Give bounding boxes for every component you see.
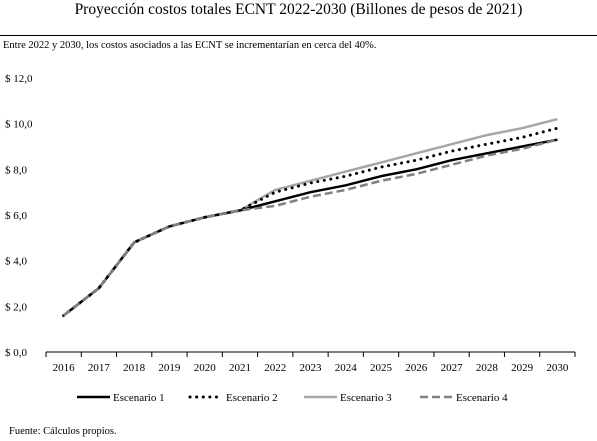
series-line-escenario-3 (62, 117, 558, 317)
title-divider (0, 35, 597, 36)
y-tick-label: $ 8,0 (5, 164, 28, 176)
x-tick-label: 2028 (476, 362, 499, 374)
chart-legend: Escenario 1 Escenario 2 Escenario 3 Escenar… (77, 392, 508, 404)
y-tick-label: $ 12,0 (5, 73, 33, 85)
x-tick-label: 2021 (229, 362, 251, 374)
chart-subtitle: Entre 2022 y 2030, los costos asociados … (3, 40, 377, 51)
x-tick-label: 2027 (441, 362, 464, 374)
x-axis-ticks: 2016 2017 2018 2019 2020 2021 2022 2023 2024 2025… (45, 352, 576, 374)
series-line-escenario-2 (62, 126, 559, 317)
y-axis-ticks: $ 0,0 $ 2,0 $ 4,0 $ 6,0 $ 8,0 $ 10,0 $ 12,0 (5, 73, 33, 359)
x-tick-label: 2029 (511, 362, 534, 374)
series-line-escenario-4 (62, 138, 558, 317)
legend-label-escenario-1: Escenario 1 (113, 392, 165, 404)
x-tick-label: 2018 (123, 362, 146, 374)
source-note: Fuente: Cálculos propios. (9, 426, 117, 437)
x-tick-label: 2025 (370, 362, 393, 374)
y-tick-label: $ 4,0 (5, 256, 28, 268)
x-tick-label: 2023 (300, 362, 323, 374)
x-tick-label: 2030 (546, 362, 569, 374)
x-tick-label: 2017 (88, 362, 111, 374)
series-lines (62, 117, 559, 317)
x-tick-label: 2020 (194, 362, 217, 374)
x-tick-label: 2016 (53, 362, 76, 374)
y-tick-label: $ 10,0 (5, 119, 33, 131)
y-tick-label: $ 0,0 (5, 347, 28, 359)
chart-title: Proyección costos totales ECNT 2022-2030… (74, 1, 523, 18)
x-tick-label: 2026 (405, 362, 428, 374)
series-line-escenario-1 (62, 138, 558, 317)
legend-label-escenario-4: Escenario 4 (456, 392, 508, 404)
x-tick-label: 2022 (264, 362, 286, 374)
x-tick-label: 2019 (158, 362, 181, 374)
legend-label-escenario-3: Escenario 3 (340, 392, 392, 404)
y-tick-label: $ 2,0 (5, 301, 28, 313)
y-tick-label: $ 6,0 (5, 210, 28, 222)
x-tick-label: 2024 (335, 362, 358, 374)
legend-label-escenario-2: Escenario 2 (226, 392, 278, 404)
